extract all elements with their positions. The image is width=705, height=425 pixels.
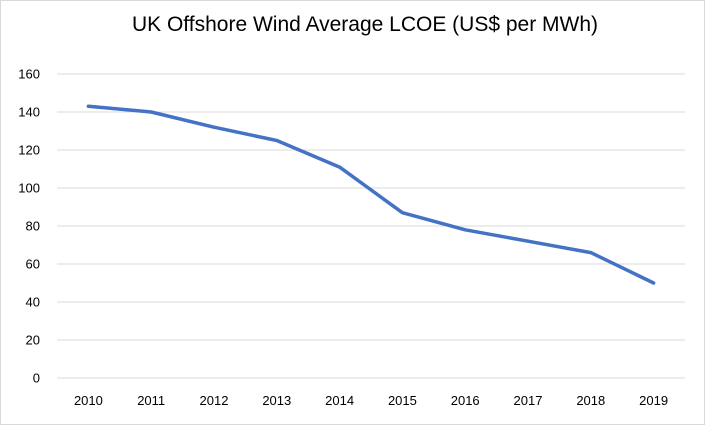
- y-tick-label-140: 140: [18, 105, 40, 120]
- x-tick-label-2019: 2019: [639, 393, 668, 408]
- y-tick-label-60: 60: [26, 257, 40, 272]
- x-tick-label-2013: 2013: [262, 393, 291, 408]
- data-point-2018: [589, 251, 593, 255]
- data-point-2016: [463, 228, 467, 232]
- data-point-2017: [526, 239, 530, 243]
- y-axis-ticks: 0 20 40 60 80 100 120 140 160: [18, 67, 40, 386]
- chart-title: UK Offshore Wind Average LCOE (US$ per M…: [132, 13, 598, 36]
- data-point-2019: [652, 281, 656, 285]
- data-point-2013: [275, 139, 279, 142]
- y-tick-label-100: 100: [18, 181, 40, 196]
- y-tick-label-20: 20: [26, 333, 40, 348]
- series-line-0: [86, 104, 656, 285]
- x-tick-label-2017: 2017: [514, 393, 543, 408]
- x-tick-label-2010: 2010: [74, 393, 103, 408]
- y-tick-label-120: 120: [18, 143, 40, 158]
- y-tick-label-160: 160: [18, 67, 40, 82]
- x-tick-label-2016: 2016: [451, 393, 480, 408]
- gridlines: [57, 73, 685, 379]
- x-tick-label-2011: 2011: [137, 393, 165, 408]
- x-tick-label-2012: 2012: [200, 393, 229, 408]
- x-tick-label-2015: 2015: [388, 393, 417, 408]
- x-tick-label-2018: 2018: [576, 393, 605, 408]
- y-tick-label-80: 80: [26, 219, 40, 234]
- y-tick-label-0: 0: [33, 371, 40, 386]
- y-tick-label-40: 40: [26, 295, 40, 310]
- series-layer: [86, 104, 656, 285]
- data-point-2015: [400, 211, 404, 215]
- data-point-2010: [86, 104, 90, 108]
- x-tick-label-2014: 2014: [325, 393, 354, 408]
- data-point-2012: [212, 125, 216, 129]
- x-axis-ticks: 2010 2011 2012 2013 2014 2015 2016 2017 2018 2019: [74, 393, 668, 408]
- data-point-2011: [149, 110, 153, 114]
- data-point-2014: [338, 165, 342, 169]
